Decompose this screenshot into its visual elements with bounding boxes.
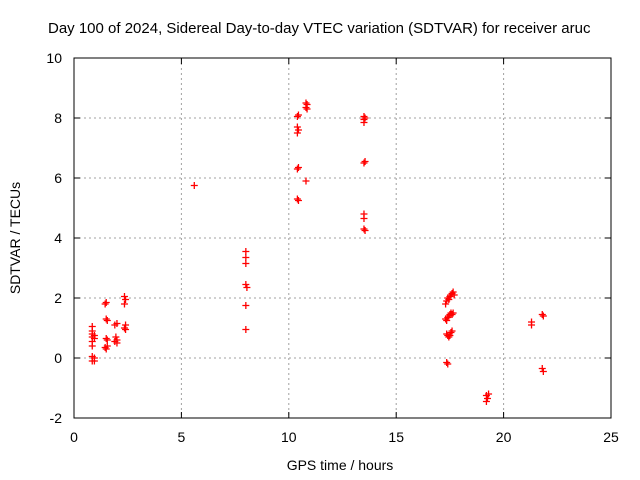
data-point <box>302 177 310 185</box>
y-tick-label: -2 <box>50 410 63 426</box>
data-point <box>538 311 546 318</box>
data-point <box>190 182 198 189</box>
data-point <box>242 254 250 261</box>
data-point <box>120 293 128 300</box>
x-tick-label: 10 <box>281 429 297 445</box>
data-point <box>538 365 546 372</box>
y-tick-label: 0 <box>54 350 62 366</box>
data-point <box>449 309 457 317</box>
x-tick-label: 20 <box>496 429 512 445</box>
data-point <box>442 300 450 308</box>
data-point <box>360 225 368 233</box>
axis-ticks: 0 5 10 15 20 25 -2 0 2 4 6 8 10 <box>46 50 619 445</box>
grid-lines <box>74 58 611 418</box>
data-point <box>294 126 302 134</box>
data-point <box>90 357 98 365</box>
data-points <box>88 99 547 405</box>
data-point <box>539 368 547 375</box>
data-point <box>102 335 110 342</box>
y-tick-label: 8 <box>54 110 62 126</box>
data-point <box>90 335 98 342</box>
data-point <box>483 395 491 402</box>
data-point <box>443 359 451 366</box>
data-point <box>482 398 490 405</box>
data-point <box>294 197 302 204</box>
y-tick-label: 6 <box>54 170 62 186</box>
data-point <box>485 390 493 398</box>
data-point <box>113 339 121 347</box>
data-point <box>103 342 111 350</box>
data-point <box>242 248 250 255</box>
data-point <box>360 159 368 167</box>
x-tick-label: 25 <box>603 429 619 445</box>
data-point <box>446 332 454 339</box>
data-point <box>445 333 453 341</box>
data-point <box>112 333 120 341</box>
data-point <box>539 312 547 320</box>
data-point <box>302 104 310 111</box>
y-axis-label: SDTVAR / TECUs <box>7 182 23 294</box>
data-point <box>450 291 458 299</box>
data-point <box>102 299 110 306</box>
data-point <box>242 260 250 267</box>
data-point <box>445 296 453 303</box>
y-tick-label: 2 <box>54 290 62 306</box>
chart-title: Day 100 of 2024, Sidereal Day-to-day VTE… <box>48 20 591 37</box>
data-point <box>528 321 536 329</box>
x-tick-label: 15 <box>388 429 404 445</box>
data-point <box>122 296 130 303</box>
data-point <box>293 165 301 173</box>
data-point <box>361 114 369 122</box>
y-tick-label: 10 <box>46 50 62 66</box>
data-point <box>448 311 456 318</box>
data-point <box>293 195 301 203</box>
data-point <box>242 281 250 288</box>
data-point <box>449 288 457 296</box>
data-point <box>101 300 109 308</box>
data-point <box>447 329 455 336</box>
data-point <box>243 284 251 291</box>
data-point <box>113 320 121 327</box>
data-point <box>120 324 128 332</box>
x-tick-label: 5 <box>178 429 186 445</box>
data-point <box>361 227 369 234</box>
data-point <box>102 315 110 323</box>
data-point <box>293 129 301 137</box>
data-point <box>294 111 302 119</box>
data-point <box>293 123 301 131</box>
data-point <box>293 113 301 120</box>
data-point <box>361 158 369 165</box>
x-axis-label: GPS time / hours <box>287 457 394 473</box>
data-point <box>88 342 96 350</box>
data-point <box>360 119 368 126</box>
data-point <box>443 317 451 324</box>
data-point <box>444 360 452 368</box>
data-point <box>360 215 368 222</box>
data-point <box>102 345 110 353</box>
data-point <box>103 317 111 324</box>
data-point <box>242 326 250 333</box>
data-point <box>242 302 250 309</box>
data-point <box>103 336 111 344</box>
data-point <box>120 300 128 308</box>
data-point <box>122 326 130 333</box>
y-tick-label: 4 <box>54 230 62 246</box>
data-point <box>294 164 302 171</box>
data-point <box>448 327 456 335</box>
x-tick-label: 0 <box>70 429 78 445</box>
data-point <box>303 105 311 113</box>
